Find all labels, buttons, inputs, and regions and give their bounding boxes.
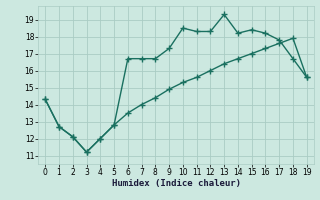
X-axis label: Humidex (Indice chaleur): Humidex (Indice chaleur) (111, 179, 241, 188)
